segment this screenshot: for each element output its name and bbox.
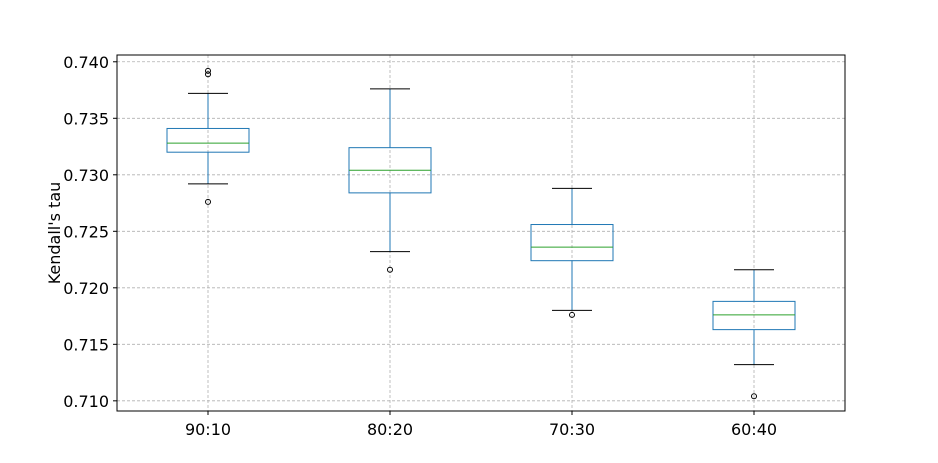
x-tick-label: 60:40 — [731, 420, 777, 439]
iqr-box — [712, 300, 796, 331]
y-tick-label: 0.715 — [63, 335, 109, 354]
y-tick-label: 0.720 — [63, 279, 109, 298]
box-group — [348, 88, 432, 273]
y-tick-label: 0.735 — [63, 109, 109, 128]
box-group — [712, 269, 796, 400]
x-tick-label: 90:10 — [185, 420, 231, 439]
boxes-layer — [166, 67, 796, 400]
outlier-point — [205, 71, 211, 78]
outlier-point — [205, 67, 211, 74]
iqr-box — [166, 127, 250, 153]
y-tick-label: 0.725 — [63, 222, 109, 241]
iqr-box — [530, 224, 614, 262]
outlier-point — [751, 393, 757, 400]
outlier-point — [205, 198, 211, 205]
y-axis-title: Kendall's tau — [45, 182, 64, 285]
plot-area-frame — [116, 54, 846, 412]
x-axis-ticks: 90:10 80:20 70:30 60:40 — [185, 411, 777, 439]
outlier-point — [569, 311, 575, 318]
y-tick-label: 0.730 — [63, 166, 109, 185]
box-group — [530, 187, 614, 318]
grid-lines — [117, 55, 845, 411]
box-group — [166, 67, 250, 205]
outlier-point — [387, 266, 393, 273]
y-tick-label: 0.710 — [63, 392, 109, 411]
x-tick-label: 80:20 — [367, 420, 413, 439]
y-tick-label: 0.740 — [63, 53, 109, 72]
x-tick-label: 70:30 — [549, 420, 595, 439]
y-axis-ticks: 0.710 0.715 0.720 0.725 0.730 0.735 0.740 — [63, 53, 117, 411]
